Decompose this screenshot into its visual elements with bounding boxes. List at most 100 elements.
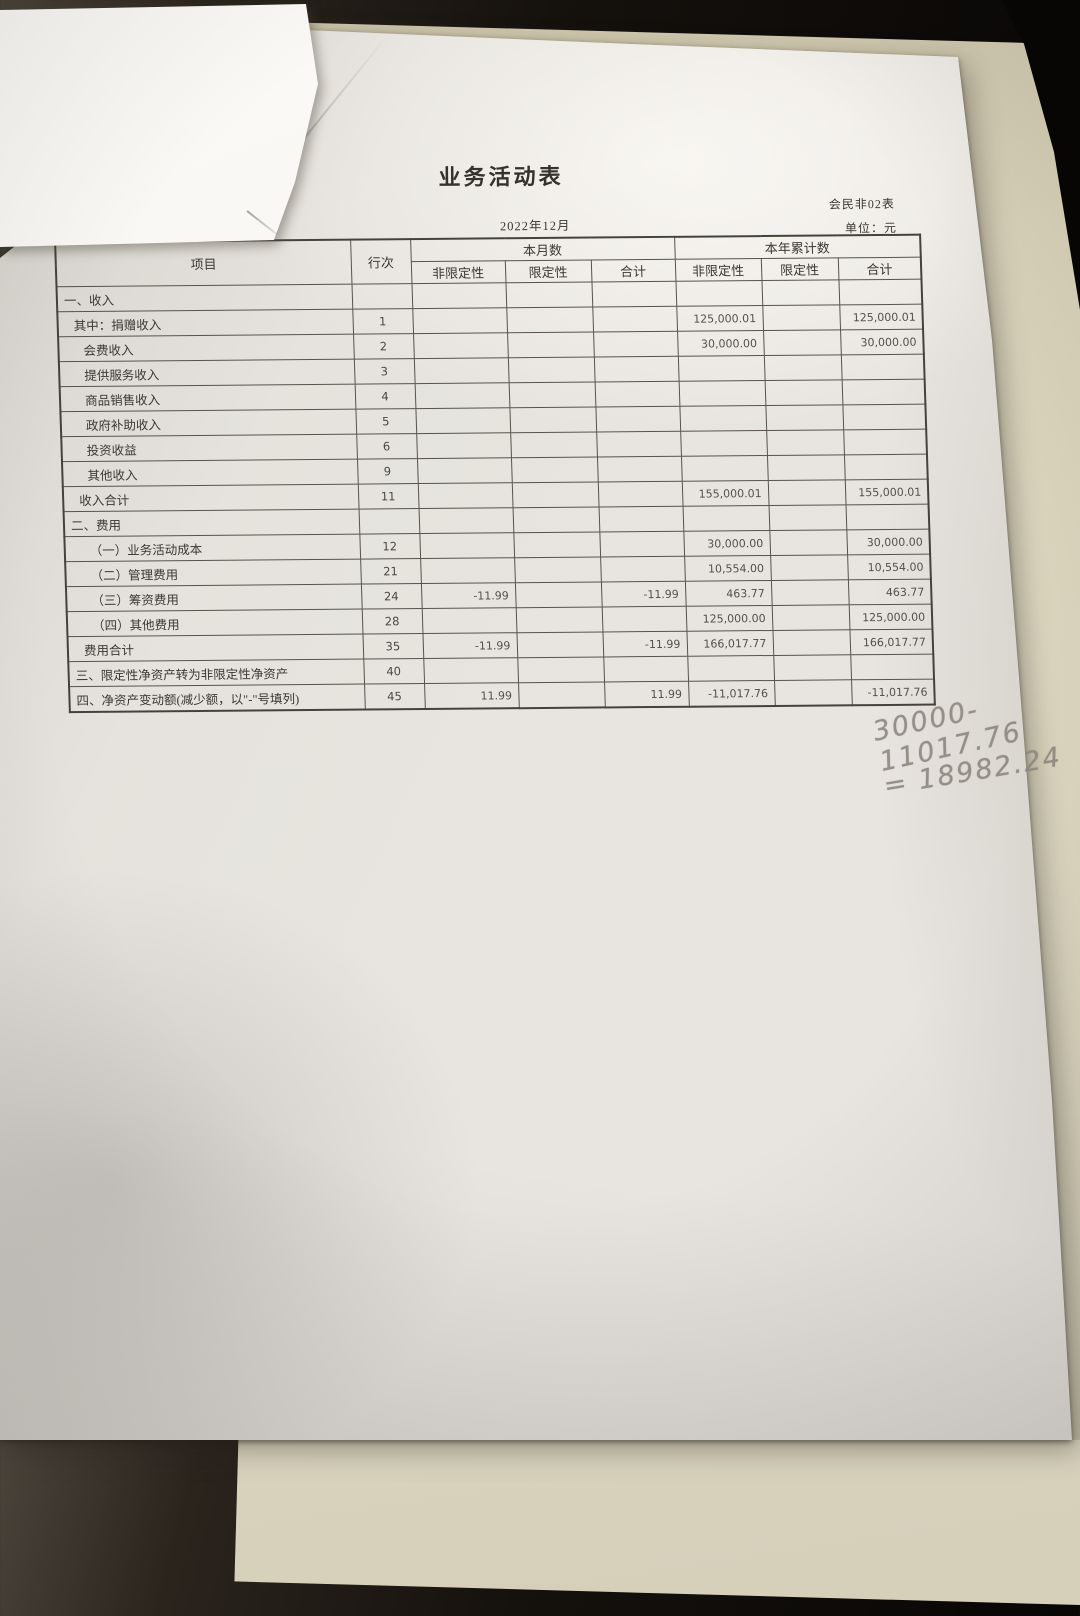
month-unrestricted-cell: [416, 432, 511, 459]
form-code-label: 会民非02表: [828, 196, 895, 212]
period-label: 2022年12月: [499, 218, 571, 234]
item-cell: （四）其他费用: [66, 609, 363, 637]
header-year-group: 本年累计数: [674, 234, 921, 260]
line-number-cell: 4: [354, 383, 416, 410]
year-unrestricted-cell: -11,017.76: [688, 680, 775, 707]
month-unrestricted-cell: [415, 407, 511, 434]
line-number-cell: 12: [359, 533, 421, 560]
year-unrestricted-cell: [675, 280, 763, 307]
line-number-cell: 2: [353, 333, 414, 360]
month-total-cell: [591, 281, 677, 308]
paper-shade-left: [0, 30, 1072, 1440]
year-total-cell: [845, 504, 930, 530]
year-total-cell: [840, 354, 925, 380]
printed-content: 业务活动表 会民非02表 2022年12月 单位：元 项目 行次 本月数 本年累…: [54, 164, 1064, 802]
header-month-group: 本月数: [410, 236, 675, 262]
year-unrestricted-cell: [682, 505, 770, 532]
month-restricted-cell: [510, 432, 597, 458]
year-restricted-cell: [764, 379, 843, 406]
year-restricted-cell: [766, 429, 844, 456]
year-restricted-cell: [774, 679, 852, 706]
month-restricted-cell: [514, 581, 602, 608]
year-total-cell: 166,017.77: [849, 629, 934, 655]
paper-wrap: [0, 30, 1072, 1440]
month-restricted-cell: [513, 531, 601, 558]
year-restricted-cell: [763, 354, 842, 381]
year-restricted-cell: [770, 554, 848, 581]
month-restricted-cell: [512, 506, 600, 533]
month-total-cell: [592, 306, 678, 333]
year-unrestricted-cell: [679, 405, 767, 432]
item-cell: 费用合计: [67, 634, 364, 662]
year-unrestricted-cell: 125,000.01: [676, 305, 764, 332]
line-number-cell: 35: [362, 633, 424, 660]
month-restricted-cell: [506, 307, 594, 333]
line-number-cell: 21: [360, 558, 421, 585]
line-number-cell: 40: [363, 658, 425, 685]
paper-shade-bottom-left: [0, 30, 1072, 1440]
month-total-cell: [603, 656, 689, 682]
month-total-cell: [594, 381, 680, 408]
year-total-cell: 125,000.01: [839, 304, 924, 330]
item-cell: （三）筹资费用: [65, 584, 362, 612]
item-cell: 投资收益: [61, 434, 357, 462]
activity-statement-table: 项目 行次 本月数 本年累计数 非限定性 限定性 合计 非限定性 限定性 合计 …: [54, 233, 936, 714]
year-restricted-cell: [768, 504, 847, 531]
year-total-cell: 10,554.00: [847, 554, 931, 580]
year-restricted-cell: [773, 654, 852, 681]
month-total-cell: [596, 456, 682, 482]
month-total-cell: [600, 556, 685, 582]
activity-table-body: 一、收入 其中：捐赠收入 1 125,000.01 125,000.01 会费收入 2 30,…: [56, 279, 935, 713]
year-unrestricted-cell: 155,000.01: [681, 480, 769, 507]
month-unrestricted-cell: 11.99: [424, 682, 519, 710]
year-unrestricted-cell: 125,000.00: [685, 605, 773, 632]
year-total-cell: [842, 404, 927, 430]
year-unrestricted-cell: [687, 655, 775, 682]
item-cell: （一）业务活动成本: [64, 534, 361, 562]
year-unrestricted-cell: 166,017.77: [686, 630, 774, 657]
header-year-unrestricted: 非限定性: [674, 258, 762, 282]
month-restricted-cell: [517, 656, 605, 683]
year-unrestricted-cell: [677, 355, 765, 382]
year-unrestricted-cell: 30,000.00: [683, 530, 771, 557]
month-total-cell: [596, 431, 681, 458]
header-year-restricted: 限定性: [760, 257, 839, 281]
year-total-cell: 463.77: [847, 579, 932, 605]
year-unrestricted-cell: [678, 380, 766, 407]
month-restricted-cell: [515, 606, 603, 633]
item-cell: 一、收入: [56, 284, 353, 312]
year-restricted-cell: [772, 629, 851, 656]
year-total-cell: [850, 654, 935, 680]
year-restricted-cell: [771, 604, 850, 631]
line-number-cell: 11: [357, 483, 419, 510]
line-number-cell: 45: [364, 683, 425, 710]
month-unrestricted-cell: -11.99: [422, 632, 518, 659]
month-unrestricted-cell: [421, 607, 517, 634]
line-number-cell: 9: [356, 458, 418, 485]
month-total-cell: [597, 481, 683, 507]
month-restricted-cell: [507, 332, 594, 358]
line-number-cell: 3: [353, 358, 415, 385]
year-restricted-cell: [765, 404, 844, 431]
table-header: 项目 行次 本月数 本年累计数 非限定性 限定性 合计 非限定性 限定性 合计: [55, 234, 922, 287]
header-year-total: 合计: [837, 257, 922, 280]
line-number-cell: 5: [355, 408, 417, 435]
header-month-total: 合计: [590, 259, 676, 283]
year-restricted-cell: [762, 304, 841, 331]
header-month-restricted: 限定性: [504, 260, 592, 283]
month-restricted-cell: [510, 457, 598, 483]
year-restricted-cell: [763, 329, 841, 356]
month-unrestricted-cell: [423, 657, 519, 684]
year-total-cell: 155,000.01: [844, 479, 929, 505]
year-total-cell: -11,017.76: [851, 679, 935, 706]
year-unrestricted-cell: [680, 430, 767, 457]
month-restricted-cell: [516, 631, 604, 658]
month-unrestricted-cell: [414, 382, 510, 409]
month-total-cell: [593, 331, 678, 358]
month-unrestricted-cell: -11.99: [420, 582, 516, 609]
line-number-cell: 28: [361, 608, 423, 635]
month-unrestricted-cell: [413, 357, 509, 384]
month-restricted-cell: [508, 382, 596, 408]
year-total-cell: [838, 279, 923, 305]
